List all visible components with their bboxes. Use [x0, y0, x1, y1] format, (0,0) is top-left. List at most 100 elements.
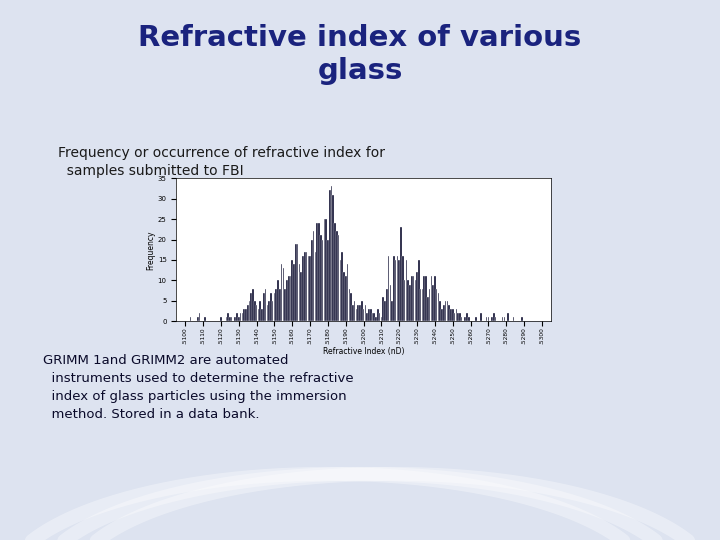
Bar — [322, 240, 323, 321]
Bar — [475, 317, 477, 321]
Bar — [327, 240, 329, 321]
Bar — [242, 313, 243, 321]
Bar — [366, 313, 368, 321]
Bar — [395, 260, 397, 321]
Bar — [284, 288, 286, 321]
Bar — [323, 219, 325, 321]
Bar — [343, 272, 345, 321]
Bar — [320, 235, 322, 321]
Bar — [438, 293, 439, 321]
Bar — [354, 301, 356, 321]
Bar — [302, 256, 304, 321]
Bar — [427, 297, 428, 321]
Bar — [338, 235, 339, 321]
Bar — [443, 305, 445, 321]
Bar — [199, 313, 200, 321]
Bar — [372, 313, 373, 321]
Bar — [493, 313, 495, 321]
Bar — [361, 301, 363, 321]
Bar — [486, 317, 487, 321]
Bar — [429, 288, 431, 321]
Bar — [317, 223, 318, 321]
Bar — [420, 288, 421, 321]
Bar — [293, 264, 295, 321]
Bar — [204, 317, 206, 321]
Bar — [300, 272, 302, 321]
Bar — [404, 280, 405, 321]
Bar — [480, 313, 482, 321]
Bar — [445, 301, 446, 321]
Bar — [357, 305, 359, 321]
Bar — [259, 301, 261, 321]
Bar — [256, 305, 258, 321]
Bar — [277, 280, 279, 321]
Bar — [439, 301, 441, 321]
Bar — [426, 276, 427, 321]
Bar — [423, 276, 425, 321]
Text: GRIMM 1and GRIMM2 are automated
  instruments used to determine the refractive
 : GRIMM 1and GRIMM2 are automated instrume… — [43, 354, 354, 421]
Bar — [411, 276, 413, 321]
Bar — [248, 301, 251, 321]
Bar — [231, 317, 233, 321]
Bar — [351, 293, 352, 321]
Bar — [454, 313, 455, 321]
Bar — [450, 309, 451, 321]
Bar — [276, 288, 277, 321]
Bar — [388, 256, 390, 321]
Bar — [363, 309, 364, 321]
Bar — [368, 309, 370, 321]
Bar — [495, 317, 496, 321]
Bar — [402, 256, 404, 321]
Bar — [449, 305, 450, 321]
Bar — [392, 301, 393, 321]
Bar — [375, 317, 377, 321]
Bar — [220, 317, 222, 321]
Bar — [431, 276, 432, 321]
Bar — [279, 288, 281, 321]
Bar — [307, 256, 309, 321]
Bar — [398, 260, 400, 321]
Bar — [381, 317, 382, 321]
Bar — [390, 285, 391, 321]
Bar — [258, 309, 259, 321]
Bar — [236, 313, 238, 321]
Bar — [315, 252, 316, 321]
Bar — [507, 313, 509, 321]
Bar — [374, 313, 375, 321]
Bar — [288, 276, 289, 321]
Bar — [422, 288, 423, 321]
Bar — [408, 280, 409, 321]
Bar — [333, 194, 334, 321]
Bar — [340, 260, 341, 321]
Bar — [386, 288, 387, 321]
Y-axis label: Frequency: Frequency — [146, 230, 155, 269]
Bar — [502, 317, 503, 321]
Bar — [313, 231, 315, 321]
Bar — [415, 280, 416, 321]
Bar — [229, 317, 230, 321]
Bar — [345, 276, 346, 321]
Bar — [434, 276, 436, 321]
Bar — [379, 313, 380, 321]
Bar — [464, 317, 466, 321]
Bar — [265, 288, 266, 321]
Bar — [418, 260, 420, 321]
Text: Frequency or occurrence of refractive index for
  samples submitted to FBI: Frequency or occurrence of refractive in… — [58, 146, 384, 178]
Bar — [281, 264, 282, 321]
Bar — [359, 305, 361, 321]
Bar — [318, 223, 320, 321]
Bar — [364, 305, 366, 321]
Bar — [330, 186, 333, 321]
Bar — [432, 285, 434, 321]
Bar — [356, 309, 357, 321]
Bar — [467, 313, 468, 321]
Bar — [468, 317, 469, 321]
Bar — [306, 252, 307, 321]
Bar — [286, 280, 288, 321]
Bar — [413, 276, 414, 321]
Bar — [393, 256, 395, 321]
Bar — [459, 313, 461, 321]
Bar — [292, 260, 293, 321]
Bar — [235, 317, 236, 321]
Bar — [225, 317, 227, 321]
